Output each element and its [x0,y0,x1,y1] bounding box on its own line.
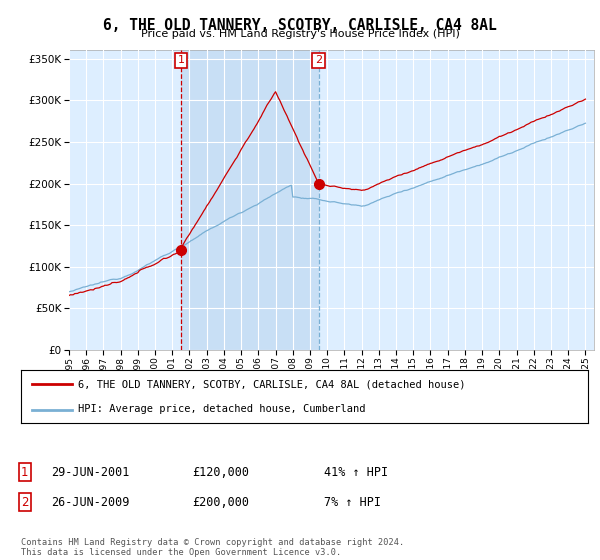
Text: HPI: Average price, detached house, Cumberland: HPI: Average price, detached house, Cumb… [78,404,365,414]
Text: 2: 2 [315,55,322,66]
Text: 6, THE OLD TANNERY, SCOTBY, CARLISLE, CA4 8AL (detached house): 6, THE OLD TANNERY, SCOTBY, CARLISLE, CA… [78,380,465,390]
Text: 1: 1 [21,465,29,479]
Text: 29-JUN-2001: 29-JUN-2001 [51,465,130,479]
Bar [181,50,319,350]
Text: 6, THE OLD TANNERY, SCOTBY, CARLISLE, CA4 8AL: 6, THE OLD TANNERY, SCOTBY, CARLISLE, CA… [103,18,497,33]
Text: 41% ↑ HPI: 41% ↑ HPI [324,465,388,479]
Text: 2: 2 [21,496,29,509]
Text: 1: 1 [178,55,184,66]
Text: 26-JUN-2009: 26-JUN-2009 [51,496,130,509]
Text: £120,000: £120,000 [192,465,249,479]
Text: Price paid vs. HM Land Registry's House Price Index (HPI): Price paid vs. HM Land Registry's House … [140,29,460,39]
Text: Contains HM Land Registry data © Crown copyright and database right 2024.
This d: Contains HM Land Registry data © Crown c… [21,538,404,557]
Text: 7% ↑ HPI: 7% ↑ HPI [324,496,381,509]
Text: £200,000: £200,000 [192,496,249,509]
